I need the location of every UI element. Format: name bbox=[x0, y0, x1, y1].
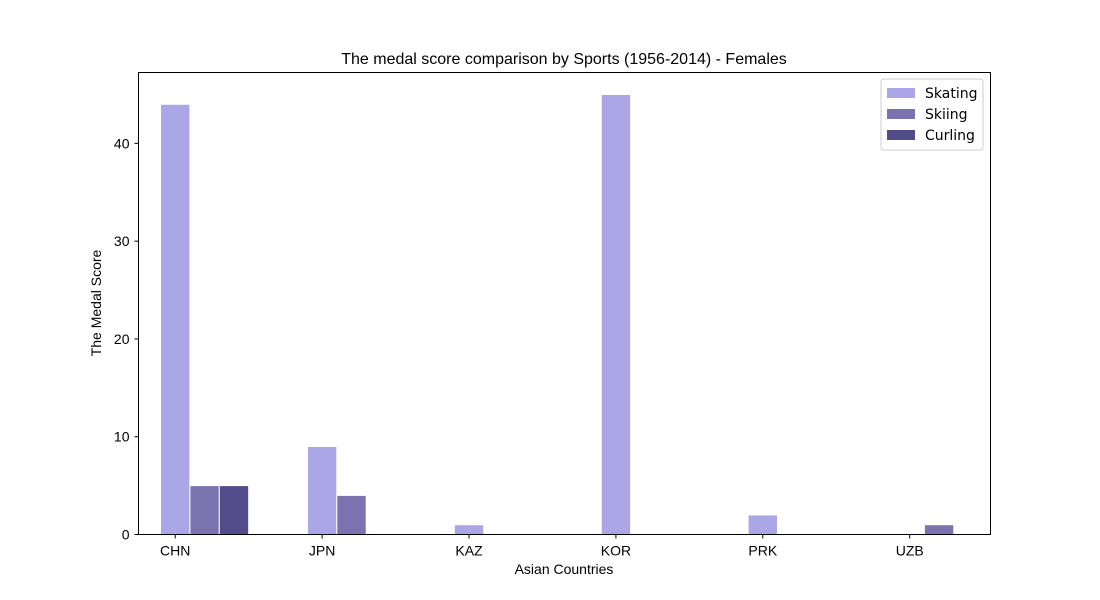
x-axis: CHN JPN KAZ KOR PRK UZB bbox=[160, 534, 924, 559]
bar-skating-kor bbox=[600, 94, 632, 535]
x-tick-label-chn: CHN bbox=[160, 543, 190, 559]
x-tick-label-jpn: JPN bbox=[309, 543, 335, 559]
bar-skating-jpn bbox=[306, 446, 338, 535]
legend-swatch-skating bbox=[887, 88, 915, 98]
bar-curling-chn bbox=[218, 485, 250, 536]
bars-group bbox=[160, 94, 955, 536]
legend-label-skating: Skating bbox=[925, 86, 977, 102]
x-tick-label-kor: KOR bbox=[601, 543, 631, 559]
y-tick-label: 20 bbox=[114, 331, 130, 347]
legend-label-skiing: Skiing bbox=[925, 107, 968, 123]
bar-skiing-uzb bbox=[923, 524, 955, 536]
y-tick-label: 10 bbox=[114, 429, 130, 445]
y-tick-label: 30 bbox=[114, 233, 130, 249]
y-axis-label: The Medal Score bbox=[88, 249, 104, 356]
legend-label-curling: Curling bbox=[925, 128, 975, 144]
x-axis-label: Asian Countries bbox=[515, 561, 614, 577]
chart-title: The medal score comparison by Sports (19… bbox=[341, 51, 787, 68]
x-tick-label-kaz: KAZ bbox=[455, 543, 483, 559]
bar-skating-prk bbox=[747, 514, 778, 536]
legend: Skating Skiing Curling bbox=[880, 78, 984, 151]
bar-skating-chn bbox=[160, 103, 191, 536]
x-tick-label-prk: PRK bbox=[748, 543, 777, 559]
legend-swatch-curling bbox=[887, 130, 915, 140]
x-tick-label-uzb: UZB bbox=[896, 543, 924, 559]
legend-swatch-skiing bbox=[887, 109, 915, 119]
y-tick-label: 0 bbox=[122, 527, 130, 543]
bar-skating-kaz bbox=[453, 524, 485, 536]
bar-skiing-jpn bbox=[336, 494, 367, 535]
bar-skiing-chn bbox=[189, 485, 220, 536]
y-axis: 0 10 20 30 40 bbox=[114, 135, 139, 543]
plot-frame bbox=[138, 72, 991, 535]
y-tick-label: 40 bbox=[114, 135, 130, 151]
